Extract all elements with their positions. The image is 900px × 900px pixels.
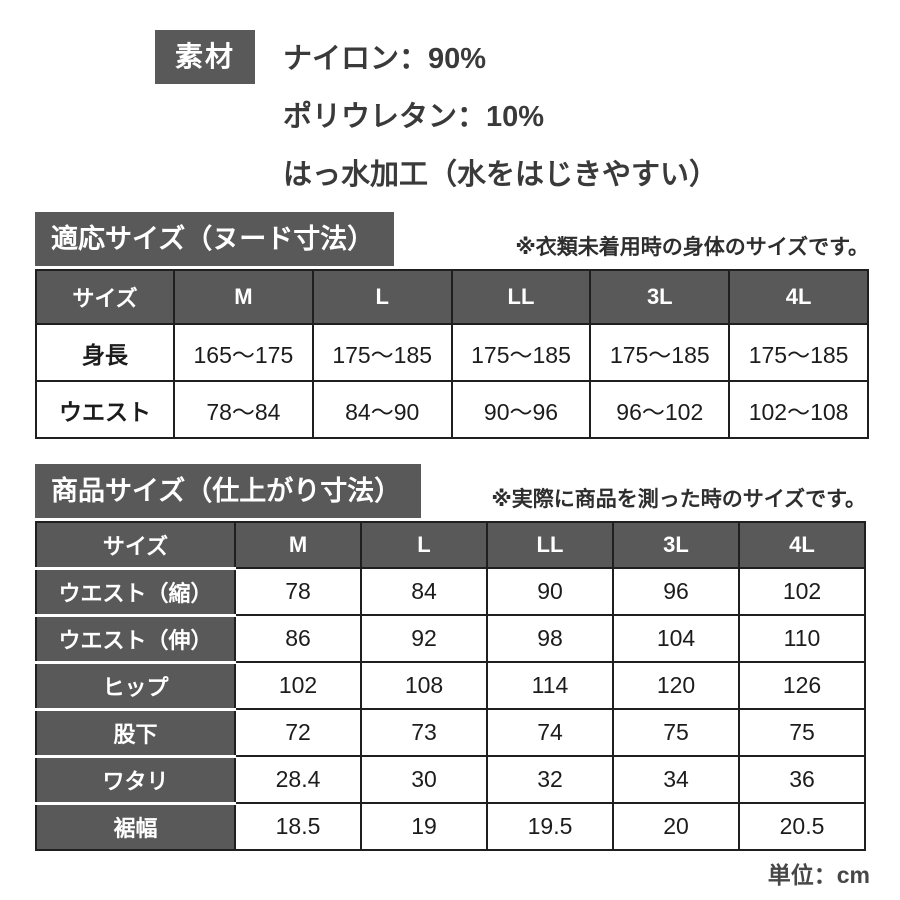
table-row: ウエスト 78〜84 84〜90 90〜96 96〜102 102〜108 (35, 380, 869, 439)
size-column-header: 3L (589, 269, 731, 325)
size-value: 75 (738, 708, 866, 757)
size-value: 18.5 (234, 802, 362, 851)
material-line: はっ水加工（水をはじきやすい） (283, 159, 719, 191)
size-value: 120 (612, 661, 740, 710)
size-value: 96 (612, 567, 740, 616)
size-value: 165〜175 (173, 323, 314, 382)
size-column-header: LL (486, 521, 614, 569)
size-value: 86 (234, 614, 362, 663)
size-column-header: 4L (738, 521, 866, 569)
size-column-header: M (173, 269, 314, 325)
row-label: ヒップ (35, 660, 236, 710)
size-value: 19.5 (486, 802, 614, 851)
size-value: 20 (612, 802, 740, 851)
material-line: ポリウレタン：10% (283, 101, 545, 133)
material-label: 素材 (155, 30, 256, 84)
nude-size-section: 適応サイズ（ヌード寸法） ※衣類未着用時の身体のサイズです。 サイズ M L L… (35, 212, 869, 439)
size-value: 73 (360, 708, 488, 757)
size-column-header: L (311, 269, 453, 325)
material-line: ナイロン：90% (283, 43, 487, 75)
size-value: 175〜185 (589, 323, 731, 382)
size-column-header: 3L (612, 521, 740, 569)
size-value: 90〜96 (450, 380, 592, 439)
material-section: 素材 ナイロン：90% ポリウレタン：10% はっ水加工（水をはじきやすい） (155, 30, 718, 204)
size-value: 19 (360, 802, 488, 851)
size-value: 110 (738, 614, 866, 663)
size-column-header: サイズ (35, 269, 175, 325)
size-value: 36 (738, 755, 866, 804)
size-value: 175〜185 (311, 323, 453, 382)
size-value: 114 (486, 661, 614, 710)
row-label: ウエスト (35, 380, 175, 439)
size-value: 78 (234, 567, 362, 616)
table-row: 股下 72 73 74 75 75 (35, 707, 866, 757)
size-value: 102 (234, 661, 362, 710)
table-row: ウエスト（伸） 86 92 98 104 110 (35, 613, 866, 663)
size-value: 102〜108 (728, 380, 869, 439)
row-label: 身長 (35, 323, 175, 382)
nude-size-title-row: 適応サイズ（ヌード寸法） ※衣類未着用時の身体のサイズです。 (35, 212, 869, 266)
size-value: 175〜185 (450, 323, 592, 382)
row-label: ワタリ (35, 754, 236, 804)
size-value: 92 (360, 614, 488, 663)
section-note: ※衣類未着用時の身体のサイズです。 (515, 236, 869, 259)
size-column-header: 4L (728, 269, 869, 325)
table-header-row: サイズ M L LL 3L 4L (35, 521, 866, 569)
size-value: 104 (612, 614, 740, 663)
size-column-header: L (360, 521, 488, 569)
table-row: ヒップ 102 108 114 120 126 (35, 660, 866, 710)
size-value: 32 (486, 755, 614, 804)
section-title: 商品サイズ（仕上がり寸法） (35, 464, 422, 518)
product-size-table: サイズ M L LL 3L 4L ウエスト（縮） 78 84 90 96 102… (35, 521, 866, 851)
row-label: 裾幅 (35, 801, 236, 851)
size-value: 84〜90 (311, 380, 453, 439)
size-value: 96〜102 (589, 380, 731, 439)
table-row: 身長 165〜175 175〜185 175〜185 175〜185 175〜1… (35, 323, 869, 382)
size-value: 78〜84 (173, 380, 314, 439)
size-value: 74 (486, 708, 614, 757)
row-label: ウエスト（縮） (35, 566, 236, 616)
material-lines: ナイロン：90% ポリウレタン：10% はっ水加工（水をはじきやすい） (283, 30, 718, 204)
table-row: ワタリ 28.4 30 32 34 36 (35, 754, 866, 804)
size-column-header: M (234, 521, 362, 569)
size-value: 30 (360, 755, 488, 804)
table-row: ウエスト（縮） 78 84 90 96 102 (35, 566, 866, 616)
size-value: 108 (360, 661, 488, 710)
size-value: 175〜185 (728, 323, 869, 382)
nude-size-table: サイズ M L LL 3L 4L 身長 165〜175 175〜185 175〜… (35, 269, 869, 439)
product-size-section: 商品サイズ（仕上がり寸法） ※実際に商品を測った時のサイズです。 サイズ M L… (35, 464, 866, 851)
unit-note: 単位：cm (767, 862, 870, 888)
product-size-title-row: 商品サイズ（仕上がり寸法） ※実際に商品を測った時のサイズです。 (35, 464, 866, 518)
size-value: 126 (738, 661, 866, 710)
size-column-header: サイズ (35, 521, 236, 569)
size-column-header: LL (450, 269, 592, 325)
section-note: ※実際に商品を測った時のサイズです。 (491, 488, 866, 511)
size-value: 98 (486, 614, 614, 663)
row-label: ウエスト（伸） (35, 613, 236, 663)
size-value: 75 (612, 708, 740, 757)
table-row: 裾幅 18.5 19 19.5 20 20.5 (35, 801, 866, 851)
row-label: 股下 (35, 707, 236, 757)
size-value: 90 (486, 567, 614, 616)
table-header-row: サイズ M L LL 3L 4L (35, 269, 869, 325)
section-title: 適応サイズ（ヌード寸法） (35, 212, 395, 266)
size-value: 28.4 (234, 755, 362, 804)
size-value: 84 (360, 567, 488, 616)
size-value: 72 (234, 708, 362, 757)
size-value: 34 (612, 755, 740, 804)
size-value: 102 (738, 567, 866, 616)
size-value: 20.5 (738, 802, 866, 851)
